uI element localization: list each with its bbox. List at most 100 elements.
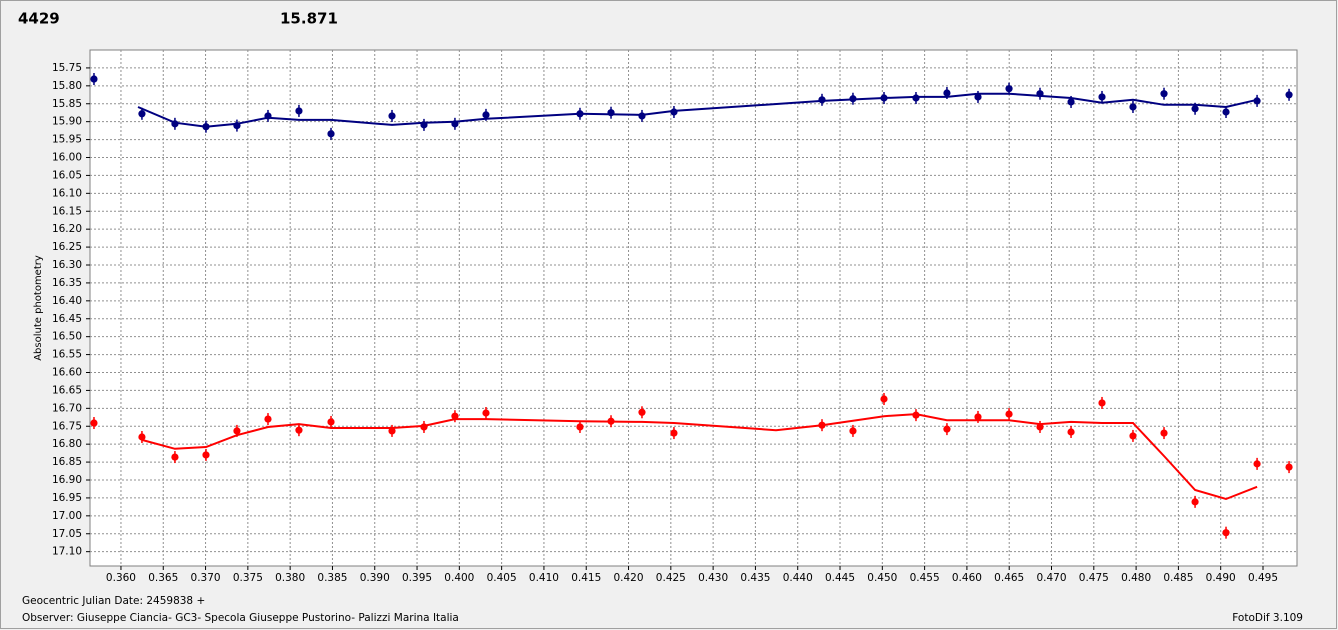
data-point — [1285, 461, 1293, 474]
data-point — [138, 107, 146, 120]
data-point — [670, 427, 678, 440]
data-point — [388, 424, 396, 437]
x-tick-label: 0.460 — [952, 572, 982, 584]
y-tick-label: 16.35 — [52, 277, 82, 289]
x-tick-label: 0.425 — [656, 572, 686, 584]
y-tick-label: 16.85 — [52, 456, 82, 468]
x-tick-label: 0.480 — [1121, 572, 1151, 584]
data-point — [1253, 457, 1261, 470]
data-point — [1222, 526, 1230, 539]
data-point — [327, 415, 335, 428]
x-tick-label: 0.465 — [994, 572, 1024, 584]
x-tick-label: 0.395 — [402, 572, 432, 584]
x-tick-label: 0.485 — [1163, 572, 1193, 584]
x-tick-label: 0.450 — [867, 572, 897, 584]
data-point — [202, 448, 210, 461]
y-tick-label: 16.95 — [52, 492, 82, 504]
y-tick-label: 16.65 — [52, 384, 82, 396]
data-point — [90, 73, 98, 86]
y-tick-label: 15.80 — [52, 80, 82, 92]
x-tick-label: 0.430 — [698, 572, 728, 584]
y-tick-label: 15.90 — [52, 116, 82, 128]
data-point — [264, 413, 272, 426]
data-point — [638, 406, 646, 419]
y-tick-label: 16.15 — [52, 205, 82, 217]
x-tick-label: 0.445 — [825, 572, 855, 584]
data-point — [1098, 90, 1106, 103]
data-point — [171, 451, 179, 464]
data-point — [1005, 82, 1013, 95]
x-tick-label: 0.490 — [1206, 572, 1236, 584]
y-tick-label: 16.20 — [52, 223, 82, 235]
x-tick-label: 0.380 — [275, 572, 305, 584]
fit-line — [141, 413, 1258, 501]
data-point — [327, 127, 335, 140]
x-tick-label: 0.440 — [783, 572, 813, 584]
data-point — [1285, 88, 1293, 101]
data-point — [1160, 87, 1168, 100]
data-point — [451, 410, 459, 423]
y-tick-label: 16.75 — [52, 420, 82, 432]
x-tick-label: 0.385 — [317, 572, 347, 584]
y-tick-label: 16.60 — [52, 367, 82, 379]
x-tick-label: 0.415 — [571, 572, 601, 584]
x-tick-label: 0.410 — [529, 572, 559, 584]
data-point — [1129, 429, 1137, 442]
y-tick-label: 16.00 — [52, 152, 82, 164]
y-tick-label: 16.90 — [52, 474, 82, 486]
y-tick-label: 16.10 — [52, 187, 82, 199]
data-point — [849, 424, 857, 437]
chart-title: 4429 — [18, 10, 60, 28]
data-point — [1005, 408, 1013, 421]
y-tick-label: 16.25 — [52, 241, 82, 253]
plot-area — [89, 49, 1298, 567]
observer-note: Observer: Giuseppe Ciancia- GC3- Specola… — [22, 612, 459, 624]
data-point — [295, 104, 303, 117]
data-point — [90, 417, 98, 430]
data-point — [1191, 495, 1199, 508]
y-tick-label: 17.00 — [52, 510, 82, 522]
x-tick-label: 0.470 — [1036, 572, 1066, 584]
y-tick-label: 16.80 — [52, 438, 82, 450]
fit-line — [137, 92, 1258, 128]
x-tick-label: 0.475 — [1079, 572, 1109, 584]
x-axis-label: Geocentric Julian Date: 2459838 + — [22, 595, 205, 607]
software-note: FotoDif 3.109 — [1232, 612, 1303, 624]
data-point — [482, 406, 490, 419]
data-point — [943, 423, 951, 436]
y-tick-label: 17.05 — [52, 528, 82, 540]
x-tick-label: 0.360 — [106, 572, 136, 584]
data-point — [1036, 420, 1044, 433]
y-tick-label: 15.85 — [52, 98, 82, 110]
data-point — [1253, 94, 1261, 107]
x-tick-label: 0.365 — [148, 572, 178, 584]
x-tick-label: 0.370 — [191, 572, 221, 584]
y-axis-label: Absolute photometry — [33, 255, 44, 361]
y-tick-label: 16.40 — [52, 295, 82, 307]
data-point — [1067, 425, 1075, 438]
y-tick-label: 15.95 — [52, 134, 82, 146]
y-tick-label: 16.70 — [52, 402, 82, 414]
x-tick-label: 0.495 — [1248, 572, 1278, 584]
data-point — [295, 424, 303, 437]
y-tick-label: 17.10 — [52, 546, 82, 558]
data-point — [1098, 396, 1106, 409]
data-point — [576, 420, 584, 433]
data-point — [388, 109, 396, 122]
x-tick-label: 0.400 — [444, 572, 474, 584]
y-tick-label: 16.30 — [52, 259, 82, 271]
data-point — [1160, 427, 1168, 440]
x-tick-label: 0.390 — [360, 572, 390, 584]
x-tick-label: 0.375 — [233, 572, 263, 584]
y-tick-label: 16.55 — [52, 349, 82, 361]
data-point — [1129, 100, 1137, 113]
x-tick-label: 0.435 — [740, 572, 770, 584]
chart-subtitle: 15.871 — [280, 10, 338, 28]
data-point — [138, 431, 146, 443]
data-point — [880, 393, 888, 406]
x-tick-label: 0.420 — [613, 572, 643, 584]
y-tick-label: 16.05 — [52, 169, 82, 181]
x-tick-label: 0.455 — [910, 572, 940, 584]
